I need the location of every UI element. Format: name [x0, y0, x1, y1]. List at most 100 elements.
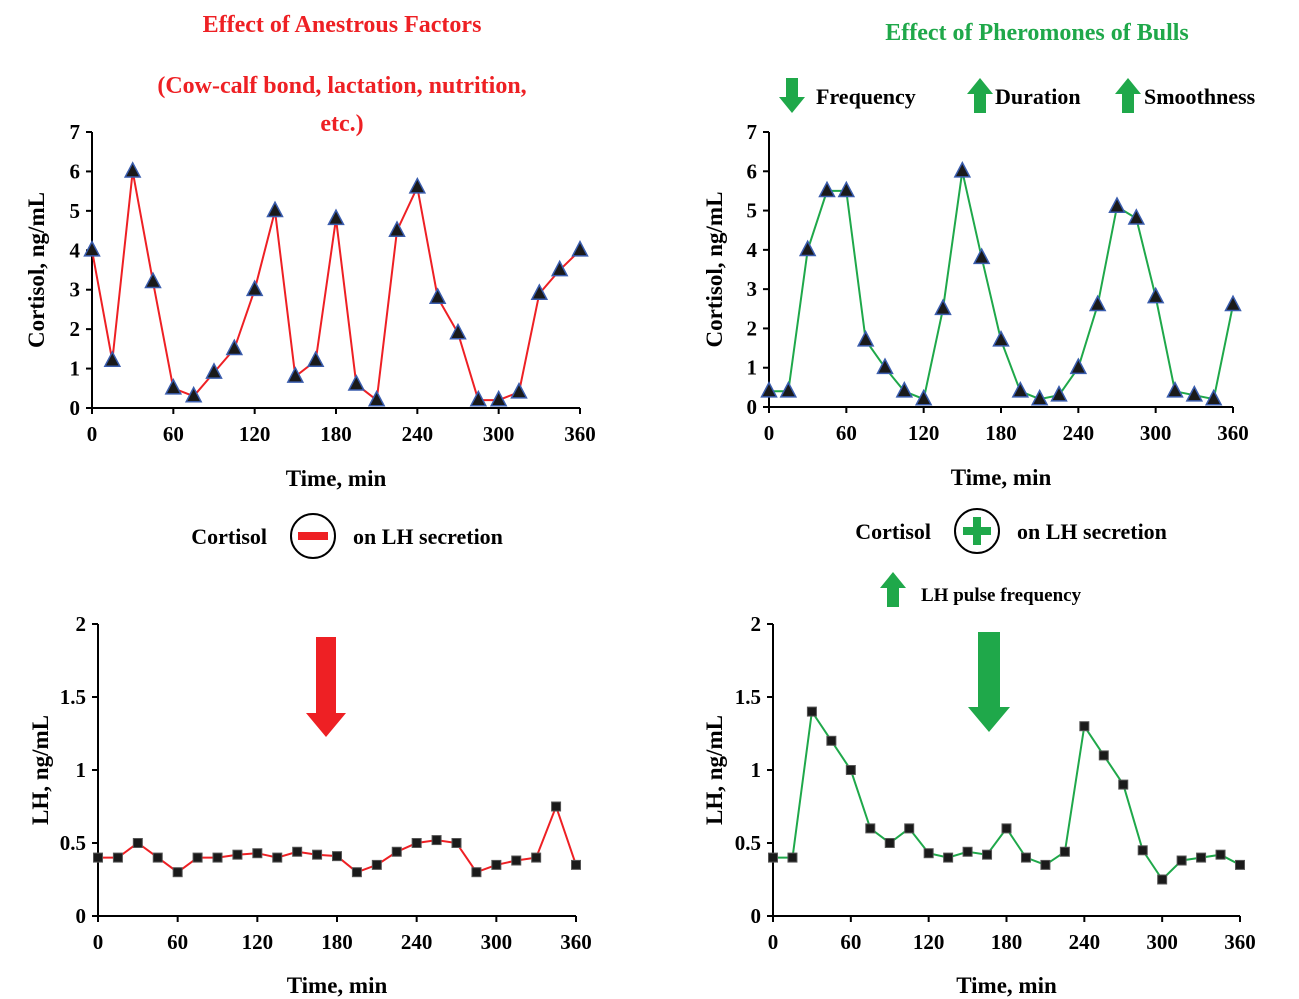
y-tick-label: 1	[70, 357, 81, 381]
data-point	[962, 846, 973, 857]
data-point	[856, 329, 875, 347]
x-tick-label: 180	[985, 421, 1017, 445]
data-point	[489, 389, 508, 407]
y-tick-label: 5	[70, 199, 81, 223]
y-axis-label: LH, ng/mL	[28, 715, 53, 825]
duration-up-arrow-icon	[967, 78, 993, 113]
data-point	[530, 283, 549, 301]
data-point	[312, 849, 323, 860]
x-axis-label: Time, min	[286, 466, 387, 491]
data-point	[571, 859, 581, 870]
y-tick-label: 4	[747, 238, 758, 262]
right-effect-prefix: Cortisol	[855, 519, 931, 544]
y-tick-label: 2	[747, 316, 758, 340]
data-point	[367, 389, 386, 407]
y-tick-label: 1.5	[60, 685, 86, 709]
data-point	[184, 385, 203, 403]
duration-label: Duration	[995, 84, 1081, 109]
y-tick-label: 7	[70, 120, 81, 144]
series-line	[91, 171, 581, 402]
data-point	[471, 867, 482, 878]
data-point	[306, 350, 325, 368]
y-tick-label: 2	[76, 612, 87, 636]
y-axis-label: Cortisol, ng/mL	[702, 192, 727, 348]
data-point	[1098, 750, 1109, 761]
left-title-line1: Effect of Anestrous Factors	[203, 12, 482, 38]
data-point	[1235, 859, 1245, 870]
chart-3: 0 0.5 1 1.5 2 0 60 120 180 240 300 360 Time, min LH, …	[28, 612, 592, 998]
data-point	[327, 208, 345, 226]
data-point	[272, 852, 283, 863]
series-line	[769, 171, 1234, 401]
data-point	[943, 852, 954, 863]
data-point	[1176, 855, 1187, 866]
left-title-line2: (Cow-calf bond, lactation, nutrition,	[157, 73, 526, 99]
data-point	[1020, 852, 1031, 863]
x-tick-label: 120	[242, 930, 274, 954]
plus-circle-icon	[954, 508, 1000, 554]
x-tick-label: 120	[908, 421, 940, 445]
x-tick-label: 120	[239, 422, 271, 446]
data-point	[510, 381, 528, 399]
y-tick-label: 4	[70, 238, 81, 262]
left-title-line3: etc.)	[320, 111, 363, 137]
data-point	[865, 823, 876, 834]
data-point	[992, 329, 1010, 347]
x-tick-label: 300	[481, 930, 513, 954]
data-point	[152, 852, 163, 863]
data-point	[332, 851, 342, 862]
x-tick-label: 240	[402, 422, 434, 446]
smoothness-up-arrow-icon	[1115, 78, 1141, 113]
data-point	[1157, 874, 1168, 885]
x-tick-label: 180	[991, 930, 1023, 954]
data-point	[1030, 388, 1049, 406]
x-tick-label: 60	[167, 930, 188, 954]
y-tick-label: 3	[70, 278, 81, 302]
data-point	[411, 838, 422, 848]
x-tick-label: 0	[764, 421, 775, 445]
data-point	[164, 378, 183, 395]
x-tick-label: 60	[836, 421, 857, 445]
x-tick-label: 240	[401, 930, 433, 954]
data-point	[511, 855, 522, 866]
data-point	[93, 852, 103, 863]
x-tick-label: 300	[1140, 421, 1172, 445]
x-tick-label: 360	[1217, 421, 1249, 445]
data-point	[826, 735, 837, 746]
data-point	[123, 161, 142, 178]
data-point	[83, 240, 101, 257]
data-point	[212, 852, 223, 863]
y-axis-label: Cortisol, ng/mL	[24, 192, 49, 348]
chart-2: 0 1 2 3 4 5 6 7 0 60 120 180 240 300 360 Time, min Corti…	[702, 120, 1249, 490]
data-point	[845, 765, 856, 775]
right-title: Effect of Pheromones of Bulls	[885, 20, 1189, 46]
x-tick-label: 180	[320, 422, 352, 446]
data-point	[232, 849, 243, 860]
x-tick-label: 60	[840, 930, 861, 954]
data-point	[818, 180, 836, 198]
data-point	[1088, 294, 1107, 312]
data-point	[286, 366, 305, 383]
data-point	[768, 852, 778, 863]
data-point	[551, 801, 562, 812]
series-line	[98, 803, 577, 874]
y-tick-label: 0	[70, 396, 81, 420]
data-point	[1011, 381, 1030, 398]
data-point	[876, 357, 894, 375]
x-tick-label: 0	[93, 930, 104, 954]
left-effect-prefix: Cortisol	[191, 524, 267, 549]
x-tick-label: 240	[1069, 930, 1101, 954]
data-point	[550, 259, 569, 277]
lh-green-down-arrow-icon	[968, 632, 1010, 732]
chart-1: 0 1 2 3 4 5 6 7 0 60 120 180 240 300 360 Time, min Corti…	[24, 120, 596, 491]
data-point	[451, 838, 462, 848]
y-tick-label: 0	[751, 904, 762, 928]
x-tick-label: 360	[560, 930, 592, 954]
data-point	[144, 271, 162, 289]
data-point	[1204, 388, 1223, 406]
y-tick-label: 1	[76, 758, 87, 782]
data-point	[292, 846, 303, 857]
data-point	[1118, 779, 1129, 790]
x-tick-label: 120	[913, 930, 945, 954]
